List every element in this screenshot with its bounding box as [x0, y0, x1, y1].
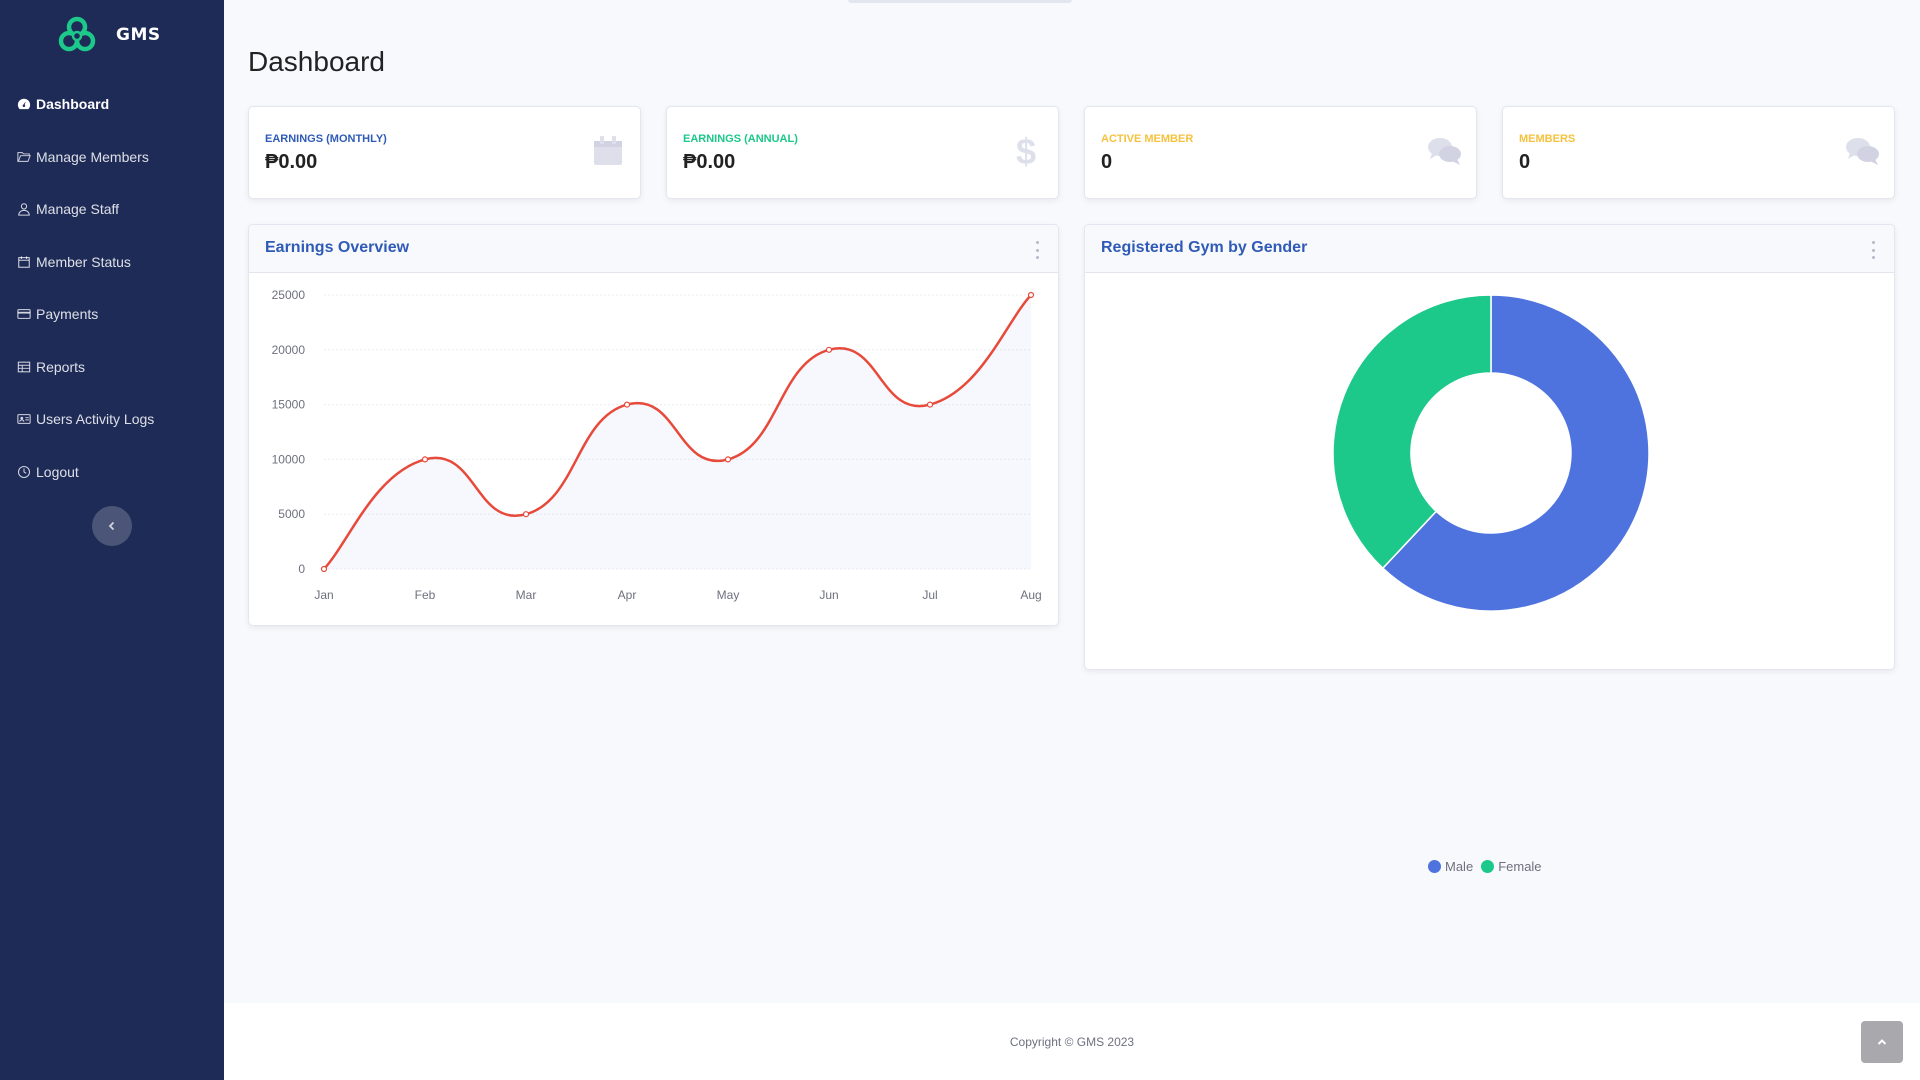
sidebar-item-reports[interactable]: Reports: [0, 341, 224, 394]
sidebar-item-label: Manage Members: [36, 148, 149, 165]
stat-value: ₱0.00: [683, 151, 736, 173]
page-title: Dashboard: [248, 46, 385, 77]
calendar-icon: [594, 136, 622, 165]
stat-card-earnings-annual: Earnings (Annual) ₱0.00 $: [666, 106, 1059, 199]
gender-chart-card: Registered Gym by Gender Male Female: [1084, 224, 1895, 874]
earnings-area-chart: 0 5000 10000 15000 20000 25000 Jan Feb Mar Apr May…: [272, 288, 1042, 602]
y-tick-label: 20000: [272, 343, 306, 357]
credit-card-icon: [16, 306, 32, 322]
sidebar-item-payments[interactable]: Payments: [0, 288, 224, 341]
copyright-text: Copyright © GMS 2023: [1009, 1035, 1135, 1049]
stat-card-members: Members 0: [1502, 106, 1895, 199]
main-content: Dashboard Earnings (Monthly) ₱0.00 Earni…: [224, 0, 1920, 1080]
dollar-icon: $: [1016, 133, 1036, 169]
legend-swatch: [1481, 860, 1495, 873]
topbar-edge: [848, 0, 1072, 3]
data-point: [926, 401, 934, 408]
legend-item-female[interactable]: Female: [1481, 859, 1542, 874]
sidebar-item-users-activity-logs[interactable]: Users Activity Logs: [0, 393, 224, 446]
chart-legend: Male Female: [1428, 859, 1550, 874]
id-card-icon: [16, 411, 32, 427]
gauge-icon: [16, 96, 32, 112]
data-point: [1027, 291, 1035, 299]
footer: Copyright © GMS 2023: [224, 1003, 1920, 1080]
sidebar-toggle-button[interactable]: [92, 506, 132, 546]
legend-label: Female: [1498, 859, 1542, 874]
calendar-icon: [16, 254, 32, 270]
stat-value: 0: [1519, 151, 1531, 173]
y-tick-label: 25000: [272, 288, 306, 302]
sidebar-nav: Dashboard Manage Members Manage Staff Me…: [0, 78, 224, 498]
slice-female: [1332, 294, 1492, 570]
brand-name: GMS: [116, 25, 161, 45]
svg-text:$: $: [1016, 133, 1036, 169]
brand[interactable]: GMS: [0, 0, 224, 70]
folder-open-icon: [16, 149, 32, 165]
data-point: [724, 456, 732, 463]
sidebar-item-label: Reports: [36, 358, 86, 375]
biohazard-logo-icon: [58, 16, 96, 52]
x-tick-label: Jul: [922, 588, 937, 602]
table-icon: [16, 359, 32, 375]
legend-label: Male: [1445, 859, 1474, 874]
legend-swatch: [1428, 860, 1441, 873]
comments-icon: [1846, 138, 1879, 165]
sidebar-item-label: Dashboard: [36, 96, 110, 113]
sidebar-item-manage-members[interactable]: Manage Members: [0, 131, 224, 184]
data-point: [320, 565, 328, 573]
y-tick-label: 10000: [272, 452, 306, 466]
chevron-up-icon: [1877, 1039, 1887, 1045]
earnings-overview-card: Earnings Overview 0 5000 10000 15000 20000 25…: [248, 224, 1059, 626]
series-line: [323, 294, 1032, 570]
sidebar-item-label: Manage Staff: [36, 201, 120, 218]
card-header: Earnings Overview: [249, 225, 1058, 273]
clock-icon: [16, 464, 32, 480]
stat-label: Earnings (Monthly): [265, 133, 387, 145]
slice-male: [1381, 294, 1650, 612]
sidebar-item-label: Payments: [36, 306, 99, 323]
sidebar-item-manage-staff[interactable]: Manage Staff: [0, 183, 224, 236]
sidebar: GMS Dashboard Manage Members Manage Staf…: [0, 0, 224, 1080]
stat-card-earnings-monthly: Earnings (Monthly) ₱0.00: [248, 106, 641, 199]
data-point: [825, 346, 833, 353]
x-tick-label: Jun: [819, 588, 838, 602]
sidebar-item-label: Users Activity Logs: [36, 411, 155, 428]
stat-label: Members: [1519, 133, 1576, 145]
sidebar-item-label: Logout: [36, 463, 79, 480]
user-icon: [16, 201, 32, 217]
sidebar-item-logout[interactable]: Logout: [0, 446, 224, 499]
x-tick-label: Mar: [516, 588, 537, 602]
y-tick-label: 0: [298, 562, 305, 576]
x-tick-label: Feb: [415, 588, 436, 602]
card-header: Registered Gym by Gender: [1085, 225, 1894, 273]
y-tick-label: 15000: [272, 398, 306, 412]
data-point: [623, 401, 631, 408]
stat-card-active-member: Active Member 0: [1084, 106, 1477, 199]
x-tick-label: Jan: [314, 588, 333, 602]
data-point: [421, 456, 429, 463]
more-options-icon[interactable]: [1870, 241, 1876, 259]
sidebar-item-member-status[interactable]: Member Status: [0, 236, 224, 289]
sidebar-item-label: Member Status: [36, 253, 131, 270]
sidebar-item-dashboard[interactable]: Dashboard: [0, 78, 224, 131]
card-title: Earnings Overview: [265, 239, 410, 256]
scroll-to-top-button[interactable]: [1861, 1021, 1903, 1063]
comments-icon: [1428, 138, 1461, 165]
legend-item-male[interactable]: Male: [1428, 859, 1473, 874]
data-point: [522, 511, 530, 518]
stat-value: ₱0.00: [265, 151, 318, 173]
chevron-left-icon: [108, 521, 115, 531]
more-options-icon[interactable]: [1034, 241, 1040, 259]
stat-label: Active Member: [1101, 133, 1194, 145]
card-title: Registered Gym by Gender: [1101, 239, 1308, 256]
stat-value: 0: [1101, 151, 1113, 173]
x-tick-label: Aug: [1020, 588, 1041, 602]
x-tick-label: May: [717, 588, 740, 602]
x-tick-label: Apr: [618, 588, 637, 602]
y-tick-label: 5000: [278, 507, 305, 521]
gender-donut-chart: [1332, 294, 1650, 612]
stat-label: Earnings (Annual): [683, 133, 798, 145]
